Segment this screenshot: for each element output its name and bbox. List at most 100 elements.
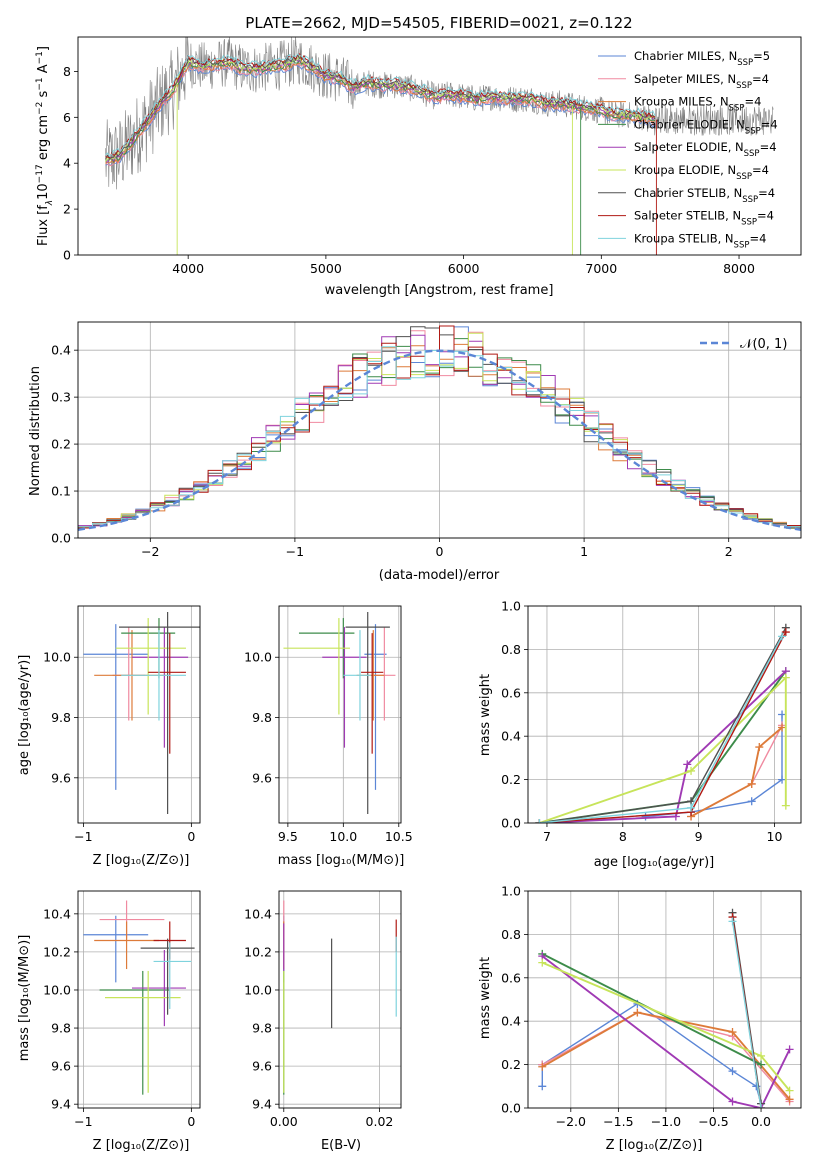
data-point-marker [687,803,696,812]
x-tick-label: 7 [543,829,551,844]
y-tick-label: 0.4 [501,1014,521,1029]
data-point-marker [785,1045,794,1054]
residuals-legend: 𝒩(0, 1) [700,337,787,352]
mass-weight-vs-metallicity-plot: −2.0 −1.5 −1.0 −0.5 0.0 0.0 0.2 0.4 0.6 0.8 1.0 [501,884,802,1129]
age-vs-metallicity-ylabel: age [log₁₀(age/yr)] [17,655,32,776]
x-tick-label: −1.0 [651,1114,681,1129]
age-vs-metallicity-xlabel: Z [log₁₀(Z/Z⊙)] [93,853,190,868]
data-point-marker [538,1062,547,1071]
plot-frame [527,605,802,824]
data-point-marker [747,779,756,788]
errorbar-kroupa-stelib [121,630,186,721]
age-vs-mass-plot: 9.5 10.0 10.5 9.6 9.8 10.0 [244,605,413,844]
mass-weight-vs-age-plot: 7 8 9 10 0.0 0.2 0.4 0.6 0.8 1.0 [501,599,802,844]
mass-vs-extinction-xlabel: E(B-V) [321,1138,361,1153]
y-tick-label: 9.8 [51,710,71,725]
spectrum-title: PLATE=2662, MJD=54505, FIBERID=0021, z=0… [245,14,632,32]
x-tick-label: −1 [74,829,92,844]
x-tick-label: −1 [286,544,304,559]
errorbar-kroupa-stelib [153,942,192,1010]
x-tick-label: 0.02 [366,1114,394,1129]
y-tick-label: 9.6 [252,770,272,785]
y-tick-label: 0.8 [501,927,521,942]
errorbar-salpeter-stelib [361,633,384,754]
y-tick-label: 0.0 [501,1101,521,1116]
age-vs-mass-xlabel: mass [log₁₀(M/M⊙)] [278,853,405,868]
residuals-ylabel: Normed distribution [28,366,43,496]
data-point-marker [728,1097,737,1106]
mass-vs-extinction-plot: 0.00 0.02 9.4 9.6 9.8 10.0 10.2 10.4 [244,890,402,1129]
y-tick-label: 9.8 [51,1021,71,1036]
y-tick-label: 0.6 [501,685,521,700]
x-tick-label: 9 [695,829,703,844]
data-point-marker [535,819,544,823]
spectrum-ylabel-text: Flux [fλ10−17 erg cm−2 s−1 A−1] [35,46,55,246]
data-point-marker [757,1051,766,1060]
x-tick-label: −0.5 [698,1114,728,1129]
residuals-plot: −2 −1 0 1 2 0.0 0.1 0.2 0.3 0.4 𝒩(0, 1) [51,321,802,559]
data-point-marker [778,775,787,784]
x-tick-label: 7000 [585,261,617,276]
y-tick-label: 0.0 [51,531,71,546]
x-tick-label: 9.5 [278,829,298,844]
data-point-marker [633,1008,642,1017]
series-kroupa-miles [687,723,787,821]
series-kroupa-stelib [535,632,787,823]
series-kroupa-elodie [538,958,794,1095]
x-tick-label: 0 [436,544,444,559]
y-tick-label: 10.4 [244,906,272,921]
data-point-marker [755,743,764,752]
plot-frame [77,36,802,256]
data-point-marker [785,1086,794,1095]
y-tick-label: 8 [63,64,71,79]
y-tick-label: 10.0 [43,982,71,997]
plot-frame [77,605,201,824]
data-point-marker [683,760,692,769]
y-tick-label: 0.4 [501,729,521,744]
x-tick-label: 8000 [723,261,755,276]
x-tick-label: 2 [725,544,733,559]
plot-frame [527,890,802,1109]
data-point-marker [785,1095,794,1104]
plot-frame [278,890,402,1109]
y-tick-label: 10.0 [43,650,71,665]
y-tick-label: 9.4 [252,1097,272,1112]
y-tick-label: 9.6 [51,770,71,785]
data-point-marker [728,917,737,926]
data-point-marker [781,628,790,637]
data-point-marker [728,1028,737,1037]
y-tick-label: 0.3 [51,390,71,405]
y-tick-label: 0.0 [501,816,521,831]
spectrum-xlabel: wavelength [Angstrom, rest frame] [325,283,554,298]
errorbar-salpeter-elodie [131,950,186,1027]
data-point-marker [728,1067,737,1076]
y-tick-label: 9.8 [252,710,272,725]
x-tick-label: 5000 [310,261,342,276]
data-point-marker [757,1104,766,1108]
y-tick-label: 10.0 [244,982,272,997]
ticks: 0.00 0.02 9.4 9.6 9.8 10.0 10.2 10.4 [244,906,393,1129]
x-tick-label: 1 [580,544,588,559]
x-tick-label: 0.0 [751,1114,771,1129]
spectrum-ylabel: Flux [fλ10−17 erg cm−2 s−1 A−1] [35,46,55,246]
data-point-marker [778,710,787,719]
y-tick-label: 0.6 [501,970,521,985]
plot-frame [77,321,802,539]
data-point-marker [538,1082,547,1091]
data-point-marker [778,632,787,641]
y-tick-label: 9.6 [252,1059,272,1074]
errorbar-chabrier-stelib [119,612,200,814]
y-tick-label: 6 [63,110,71,125]
ticks: 4000 5000 6000 7000 8000 0 2 4 6 8 [63,64,755,276]
mass-vs-metallicity-plot: −1 0 9.4 9.6 9.8 10.0 10.2 10.4 [43,890,201,1129]
y-tick-label: 9.8 [252,1021,272,1036]
data-point-marker [778,723,787,732]
mass-weight-vs-age-xlabel: age [log₁₀(age/yr)] [594,855,715,870]
x-tick-label: −2 [141,544,159,559]
data-point-marker [757,1060,766,1069]
series-kroupa-elodie [535,673,790,823]
errorbar-chabrier-miles [83,915,149,983]
errorbar-chabrier-stelib [345,612,390,814]
ticks: −1 0 9.4 9.6 9.8 10.0 10.2 10.4 [43,906,195,1129]
